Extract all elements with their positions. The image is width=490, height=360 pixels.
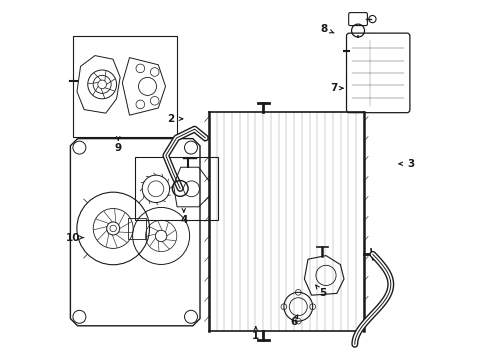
- Text: 1: 1: [252, 330, 259, 341]
- Text: 2: 2: [168, 114, 175, 124]
- Text: 9: 9: [115, 143, 122, 153]
- Text: 8: 8: [320, 24, 328, 34]
- Text: 6: 6: [290, 317, 297, 327]
- Text: 3: 3: [407, 159, 414, 169]
- Bar: [128, 218, 146, 239]
- Text: 4: 4: [180, 215, 188, 225]
- Text: 7: 7: [331, 83, 338, 93]
- Bar: [73, 36, 177, 137]
- Text: 5: 5: [319, 288, 326, 298]
- Text: 10: 10: [66, 233, 80, 243]
- Bar: [135, 157, 218, 220]
